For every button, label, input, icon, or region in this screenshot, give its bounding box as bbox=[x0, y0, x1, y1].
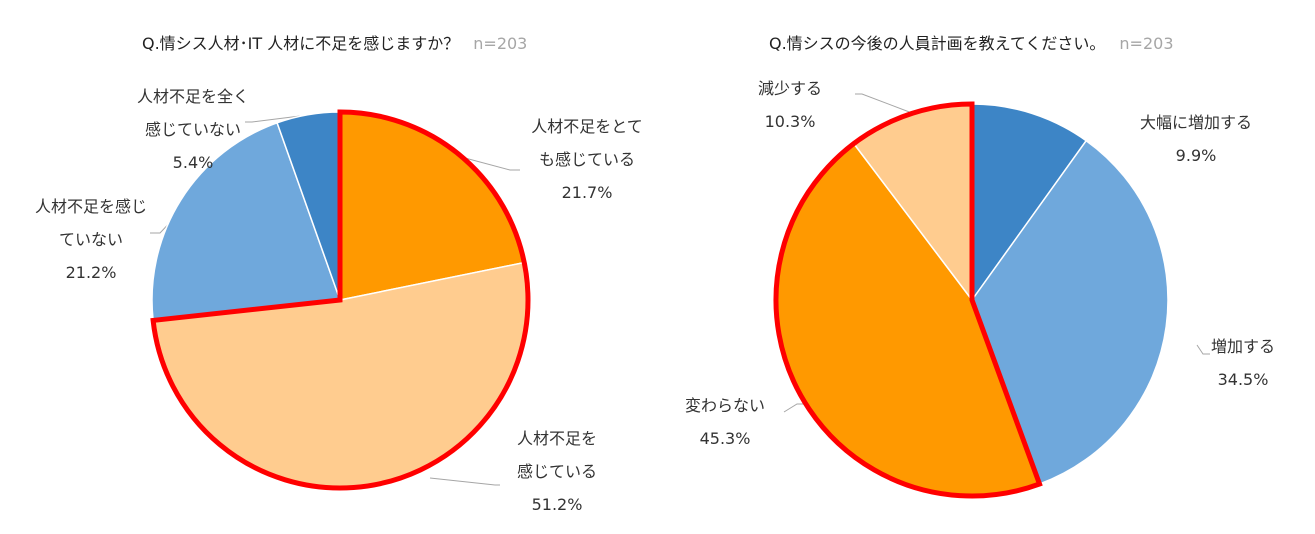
slice-label: 減少する 10.3% bbox=[757, 79, 822, 131]
leader-line bbox=[855, 93, 913, 114]
pie-slice bbox=[971, 103, 1088, 303]
highlight-outline bbox=[773, 101, 1043, 499]
sample-size: n=203 bbox=[473, 34, 528, 53]
leader-line bbox=[245, 115, 301, 123]
pie-chart-staffing-plan: Q.情シスの今後の人員計画を教えてください。 n=203 大幅に増加する 9.9%… bbox=[657, 0, 1314, 534]
slice-label: 人材不足を感じ ていない 21.2% bbox=[34, 197, 147, 282]
leader-line bbox=[464, 157, 520, 171]
highlight-outline bbox=[150, 109, 531, 491]
slice-label: 人材不足を全く 感じていない 5.4% bbox=[136, 87, 249, 172]
leader-line bbox=[429, 477, 500, 486]
pie-svg bbox=[150, 109, 531, 491]
leader-line bbox=[1196, 344, 1210, 355]
slice-label: 大幅に増加する 9.9% bbox=[1139, 113, 1252, 165]
pie-slice bbox=[151, 121, 342, 322]
pie-chart-it-talent-shortage: Q.情シス人材･IT 人材に不足を感じますか？ n=203 人材不足をとて も感じ… bbox=[0, 0, 657, 534]
sample-size: n=203 bbox=[1119, 34, 1174, 53]
slice-label: 変わらない 45.3% bbox=[684, 396, 765, 448]
slice-label: 増加する 34.5% bbox=[1210, 337, 1275, 389]
leader-line bbox=[783, 403, 804, 413]
chart-title: Q.情シス人材･IT 人材に不足を感じますか？ n=203 bbox=[142, 34, 528, 53]
chart-title: Q.情シスの今後の人員計画を教えてください。 n=203 bbox=[769, 34, 1174, 53]
slice-label: 人材不足を 感じている 51.2% bbox=[516, 429, 597, 514]
pie-slice bbox=[971, 139, 1169, 485]
slice-label: 人材不足をとて も感じている 21.7% bbox=[531, 117, 643, 202]
pie-svg bbox=[773, 93, 1210, 499]
